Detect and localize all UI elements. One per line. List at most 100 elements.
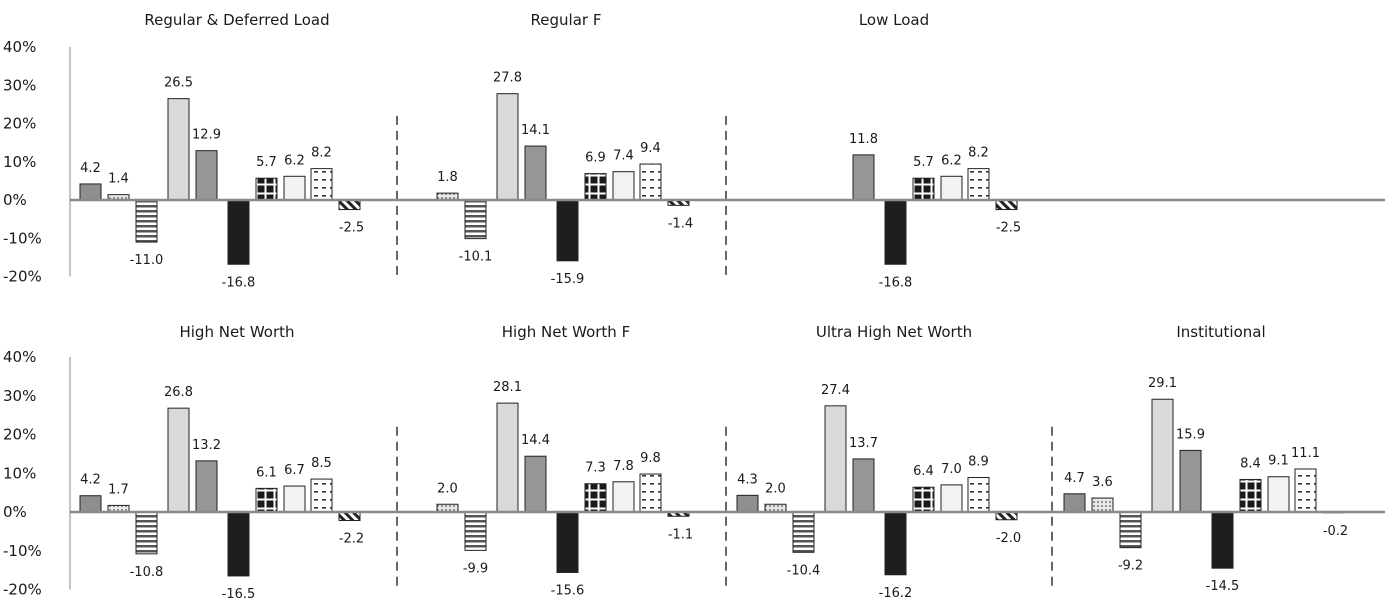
data-label: 13.2 [192,438,221,453]
data-label: 6.2 [941,153,962,168]
bar [612,481,635,513]
y-tick-label: 20% [3,115,36,133]
bar [639,163,662,201]
y-tick-label: 30% [3,76,36,94]
data-label: 1.4 [108,172,129,187]
data-label: -15.6 [551,583,585,598]
data-label: -10.4 [787,563,821,578]
y-tick-label: -10% [3,542,42,560]
bar [464,199,487,240]
data-label: 9.1 [1268,454,1289,469]
data-label: 3.6 [1092,475,1113,490]
bar [967,477,990,513]
data-label: 5.7 [256,155,277,170]
data-label: 2.0 [765,481,786,496]
data-label: 27.4 [821,383,850,398]
bar [338,199,361,211]
data-label: 4.2 [80,473,101,488]
bar [639,473,662,513]
bar [1091,497,1114,513]
data-label: 13.7 [849,436,878,451]
bar [464,511,487,551]
bar [255,177,278,201]
bar [1239,478,1262,513]
data-label: 6.4 [913,464,934,479]
data-label: 8.2 [311,146,332,161]
data-label: 28.1 [493,380,522,395]
data-label: 14.4 [521,433,550,448]
data-label: 8.4 [1240,456,1261,471]
data-label: 9.4 [640,141,661,156]
bar [884,511,907,576]
bar [995,199,1018,211]
bar [852,458,875,513]
data-label: -11.0 [130,253,164,268]
panel-title: Ultra High Net Worth [816,323,972,341]
data-label: 7.8 [613,459,634,474]
bar [195,460,218,513]
data-label: 8.9 [968,455,989,470]
data-label: 15.9 [1176,427,1205,442]
y-tick-label: -10% [3,229,42,247]
data-label: 6.7 [284,463,305,478]
bar [1063,493,1086,513]
bar [227,511,250,577]
data-label: 1.8 [437,170,458,185]
bar [79,183,102,201]
data-label: 6.2 [284,153,305,168]
bar [884,199,907,265]
y-tick-label: -20% [3,581,42,598]
bar [310,478,333,513]
bar [255,487,278,513]
data-label: 14.1 [521,123,550,138]
bar [1211,511,1234,569]
y-tick-label: 10% [3,153,36,171]
data-label: 9.8 [640,451,661,466]
data-label: -0.2 [1323,524,1348,539]
panel-title: Institutional [1176,323,1265,341]
bar [496,93,519,201]
data-label: 26.8 [164,385,193,400]
bar [556,511,579,573]
bar [940,484,963,513]
bar [556,199,579,262]
bar [792,511,815,553]
bar [912,486,935,513]
data-label: -1.4 [668,216,693,231]
data-label: 7.0 [941,462,962,477]
data-label: -14.5 [1206,579,1240,594]
panel-title: High Net Worth F [502,323,630,341]
bar [1267,476,1290,513]
data-label: -10.1 [459,250,493,265]
bar [912,177,935,201]
data-label: 2.0 [437,481,458,496]
data-label: -10.8 [130,565,164,580]
bar [283,175,306,201]
bar [338,511,361,522]
bar [736,494,759,513]
data-label: 12.9 [192,128,221,143]
data-label: 29.1 [1148,376,1177,391]
y-tick-label: 20% [3,426,36,444]
data-label: -9.2 [1118,559,1143,574]
bar [940,175,963,201]
bar [496,402,519,513]
data-label: -15.9 [551,272,585,287]
bar [612,171,635,201]
bar [584,483,607,513]
y-tick-label: 30% [3,387,36,405]
data-label: 11.8 [849,132,878,147]
data-label: 8.5 [311,456,332,471]
bar [1151,398,1174,513]
y-tick-label: 40% [3,38,36,56]
data-label: -16.5 [222,587,256,598]
data-label: -2.5 [996,221,1021,236]
data-label: -16.8 [879,275,913,290]
bar [310,168,333,201]
bar [524,145,547,201]
data-label: 8.2 [968,146,989,161]
data-label: 26.5 [164,76,193,91]
panel-title: High Net Worth [179,323,294,341]
bar [524,455,547,513]
